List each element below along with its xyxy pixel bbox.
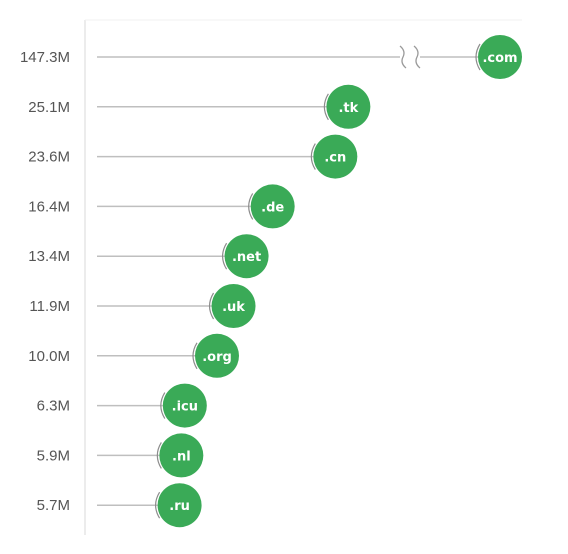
- bubble-icu: [162, 383, 207, 428]
- bubble-uk: [211, 284, 256, 328]
- bubble-label-nl: .nl: [172, 449, 191, 464]
- bubble-bracket-de: [248, 193, 254, 220]
- bubble-bracket-org: [192, 342, 198, 370]
- bubble-bracket-cn: [310, 143, 316, 170]
- bubble-bracket-com: [475, 43, 481, 71]
- bubble-org: [195, 333, 239, 378]
- tick-label-tk: 25.1M: [28, 99, 70, 116]
- tick-label-cn: 23.6M: [28, 149, 70, 166]
- tick-label-com: 147.3M: [20, 49, 70, 66]
- bubble-label-net: .net: [232, 250, 261, 265]
- bubble-net: [224, 234, 269, 279]
- bubble-ru: [157, 483, 202, 528]
- tick-label-de: 16.4M: [28, 198, 70, 215]
- axis-break-mark-2: [413, 45, 421, 69]
- bubble-bracket-tk: [323, 93, 329, 121]
- axis-break-mark-1: [399, 45, 407, 69]
- tick-label-ru: 5.7M: [37, 497, 70, 514]
- bubble-com: [478, 35, 522, 79]
- bubble-nl: [159, 433, 204, 478]
- bubble-label-icu: .icu: [172, 400, 198, 415]
- tick-label-org: 10.0M: [28, 348, 70, 365]
- bubble-bracket-nl: [156, 442, 162, 469]
- bubble-bracket-uk: [208, 292, 215, 320]
- bubble-label-ru: .ru: [169, 499, 190, 514]
- bubble-label-uk: .uk: [222, 300, 245, 315]
- bubble-label-cn: .cn: [324, 151, 346, 166]
- bubble-cn: [313, 134, 358, 179]
- bubble-bracket-ru: [154, 491, 161, 519]
- tick-label-uk: 11.9M: [29, 298, 70, 315]
- bubble-label-org: .org: [202, 350, 232, 365]
- bubble-label-de: .de: [261, 200, 284, 215]
- bubble-tk: [326, 84, 371, 129]
- tick-label-nl: 5.9M: [37, 447, 70, 464]
- bubble-label-com: .com: [482, 51, 517, 66]
- tick-label-icu: 6.3M: [37, 398, 70, 415]
- bubble-bracket-net: [221, 242, 228, 270]
- tick-label-net: 13.4M: [28, 248, 70, 265]
- bubble-de: [250, 184, 295, 229]
- bubble-bracket-icu: [160, 392, 166, 419]
- bubble-label-tk: .tk: [338, 101, 358, 116]
